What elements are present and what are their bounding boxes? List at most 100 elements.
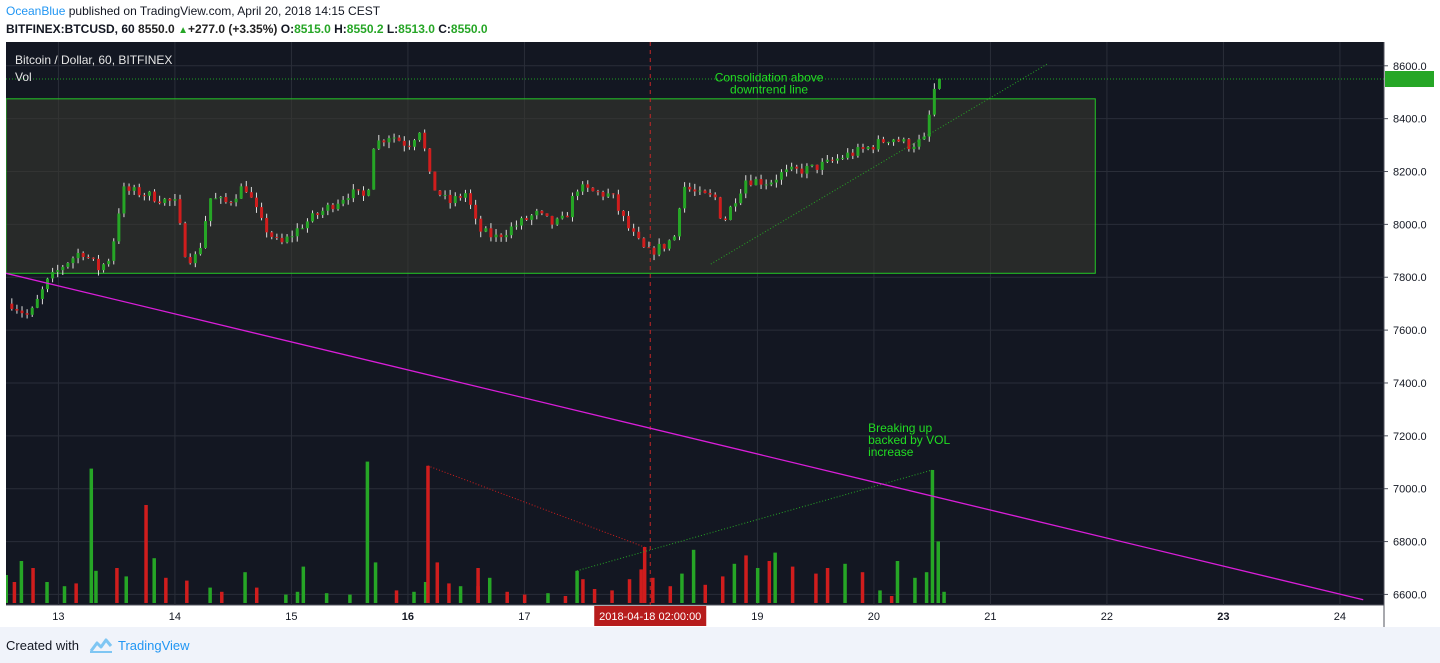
candle-body bbox=[137, 187, 141, 196]
volume-bar bbox=[546, 593, 550, 603]
price-axis[interactable] bbox=[1384, 42, 1434, 627]
candle-body bbox=[142, 195, 146, 197]
volume-bar bbox=[936, 541, 940, 603]
volume-bar bbox=[144, 505, 148, 603]
candle-body bbox=[509, 226, 513, 236]
candle-body bbox=[81, 252, 85, 258]
volume-bar bbox=[825, 568, 830, 603]
candle-body bbox=[331, 204, 335, 210]
last-price-marker bbox=[1385, 71, 1434, 88]
candle-body bbox=[51, 271, 55, 279]
volume-bar bbox=[755, 568, 760, 603]
candle-body bbox=[35, 298, 39, 308]
candle-body bbox=[937, 78, 941, 89]
candle-body bbox=[40, 289, 44, 299]
open-value: 8515.0 bbox=[294, 22, 331, 36]
candle-body bbox=[713, 194, 717, 198]
tradingview-link[interactable]: TradingView bbox=[118, 638, 190, 653]
author-link[interactable]: OceanBlue bbox=[6, 4, 66, 18]
candle-body bbox=[178, 199, 182, 224]
candle-body bbox=[448, 194, 452, 204]
volume-bar bbox=[744, 555, 748, 603]
candle-body bbox=[739, 193, 743, 204]
candle-body bbox=[800, 168, 804, 174]
candle-body bbox=[10, 303, 14, 309]
footer: Created with TradingView bbox=[0, 627, 1440, 663]
candle-body bbox=[270, 232, 274, 237]
annotation-text: downtrend line bbox=[730, 83, 808, 97]
candle-body bbox=[525, 218, 529, 220]
candle-body bbox=[698, 190, 702, 192]
time-tick-label: 17 bbox=[518, 611, 530, 623]
created-with-text: Created with bbox=[6, 638, 79, 653]
candle-body bbox=[932, 88, 936, 115]
volume-bar bbox=[31, 568, 35, 603]
candle-body bbox=[438, 190, 442, 195]
candle-body bbox=[321, 210, 325, 216]
candle-body bbox=[443, 194, 447, 196]
candle-body bbox=[581, 184, 585, 192]
candle-body bbox=[779, 172, 783, 180]
candle-body bbox=[153, 191, 157, 202]
price-tick-label: 7400.0 bbox=[1393, 378, 1427, 390]
candle-body bbox=[545, 213, 549, 216]
candle-body bbox=[168, 198, 172, 201]
candle-body bbox=[463, 193, 467, 198]
candle-body bbox=[234, 198, 238, 203]
close-label: C: bbox=[438, 22, 451, 36]
candle-body bbox=[423, 132, 427, 149]
volume-bar bbox=[575, 570, 579, 603]
candle-body bbox=[316, 213, 320, 216]
time-tick-label: 15 bbox=[285, 611, 297, 623]
volume-bar bbox=[89, 468, 94, 603]
volume-label: Vol bbox=[15, 70, 32, 84]
price-tick-label: 8000.0 bbox=[1393, 219, 1427, 231]
price-tick-label: 7800.0 bbox=[1393, 272, 1427, 284]
price-tick-label: 8600.0 bbox=[1393, 61, 1427, 73]
candle-body bbox=[642, 238, 646, 248]
publish-info: published on TradingView.com, April 20, … bbox=[68, 4, 381, 18]
candle-body bbox=[530, 215, 534, 220]
candle-body bbox=[96, 258, 100, 271]
candle-body bbox=[856, 147, 860, 156]
volume-bar bbox=[365, 461, 370, 603]
candle-body bbox=[621, 210, 625, 216]
volume-bar bbox=[720, 576, 725, 603]
volume-bar bbox=[627, 579, 632, 603]
volume-bar bbox=[74, 583, 78, 603]
volume-bar bbox=[878, 590, 882, 603]
candle-body bbox=[810, 164, 814, 166]
candle-body bbox=[362, 190, 366, 196]
volume-bar bbox=[505, 591, 509, 603]
candle-body bbox=[820, 161, 824, 170]
candle-body bbox=[749, 180, 753, 186]
volume-bar bbox=[185, 580, 189, 603]
candle-body bbox=[703, 190, 707, 193]
candle-body bbox=[611, 193, 615, 195]
candle-body bbox=[774, 179, 778, 183]
candle-body bbox=[107, 260, 111, 265]
publish-line: OceanBlue published on TradingView.com, … bbox=[6, 4, 380, 18]
candle-body bbox=[193, 254, 197, 264]
candle-body bbox=[474, 204, 478, 219]
candle-body bbox=[224, 197, 228, 203]
candle-body bbox=[285, 236, 289, 243]
candle-body bbox=[86, 257, 90, 259]
candle-body bbox=[397, 137, 401, 141]
candle-body bbox=[71, 258, 75, 264]
candle-body bbox=[484, 228, 488, 232]
time-axis-labels: 13 14 15 16 17 19 20 21 22 23 24 2018-04-18 02:00:0… bbox=[52, 606, 1346, 626]
candle-body bbox=[198, 247, 202, 255]
candle-body bbox=[514, 225, 518, 227]
volume-bar bbox=[124, 576, 128, 603]
volume-bar bbox=[295, 591, 300, 603]
candle-body bbox=[769, 182, 773, 185]
candle-body bbox=[627, 215, 631, 229]
candle-body bbox=[540, 210, 544, 214]
candle-body bbox=[209, 198, 213, 222]
chart-header: OceanBlue published on TradingView.com, … bbox=[0, 0, 1440, 42]
volume-bar bbox=[668, 586, 673, 603]
candle-body bbox=[489, 228, 493, 238]
